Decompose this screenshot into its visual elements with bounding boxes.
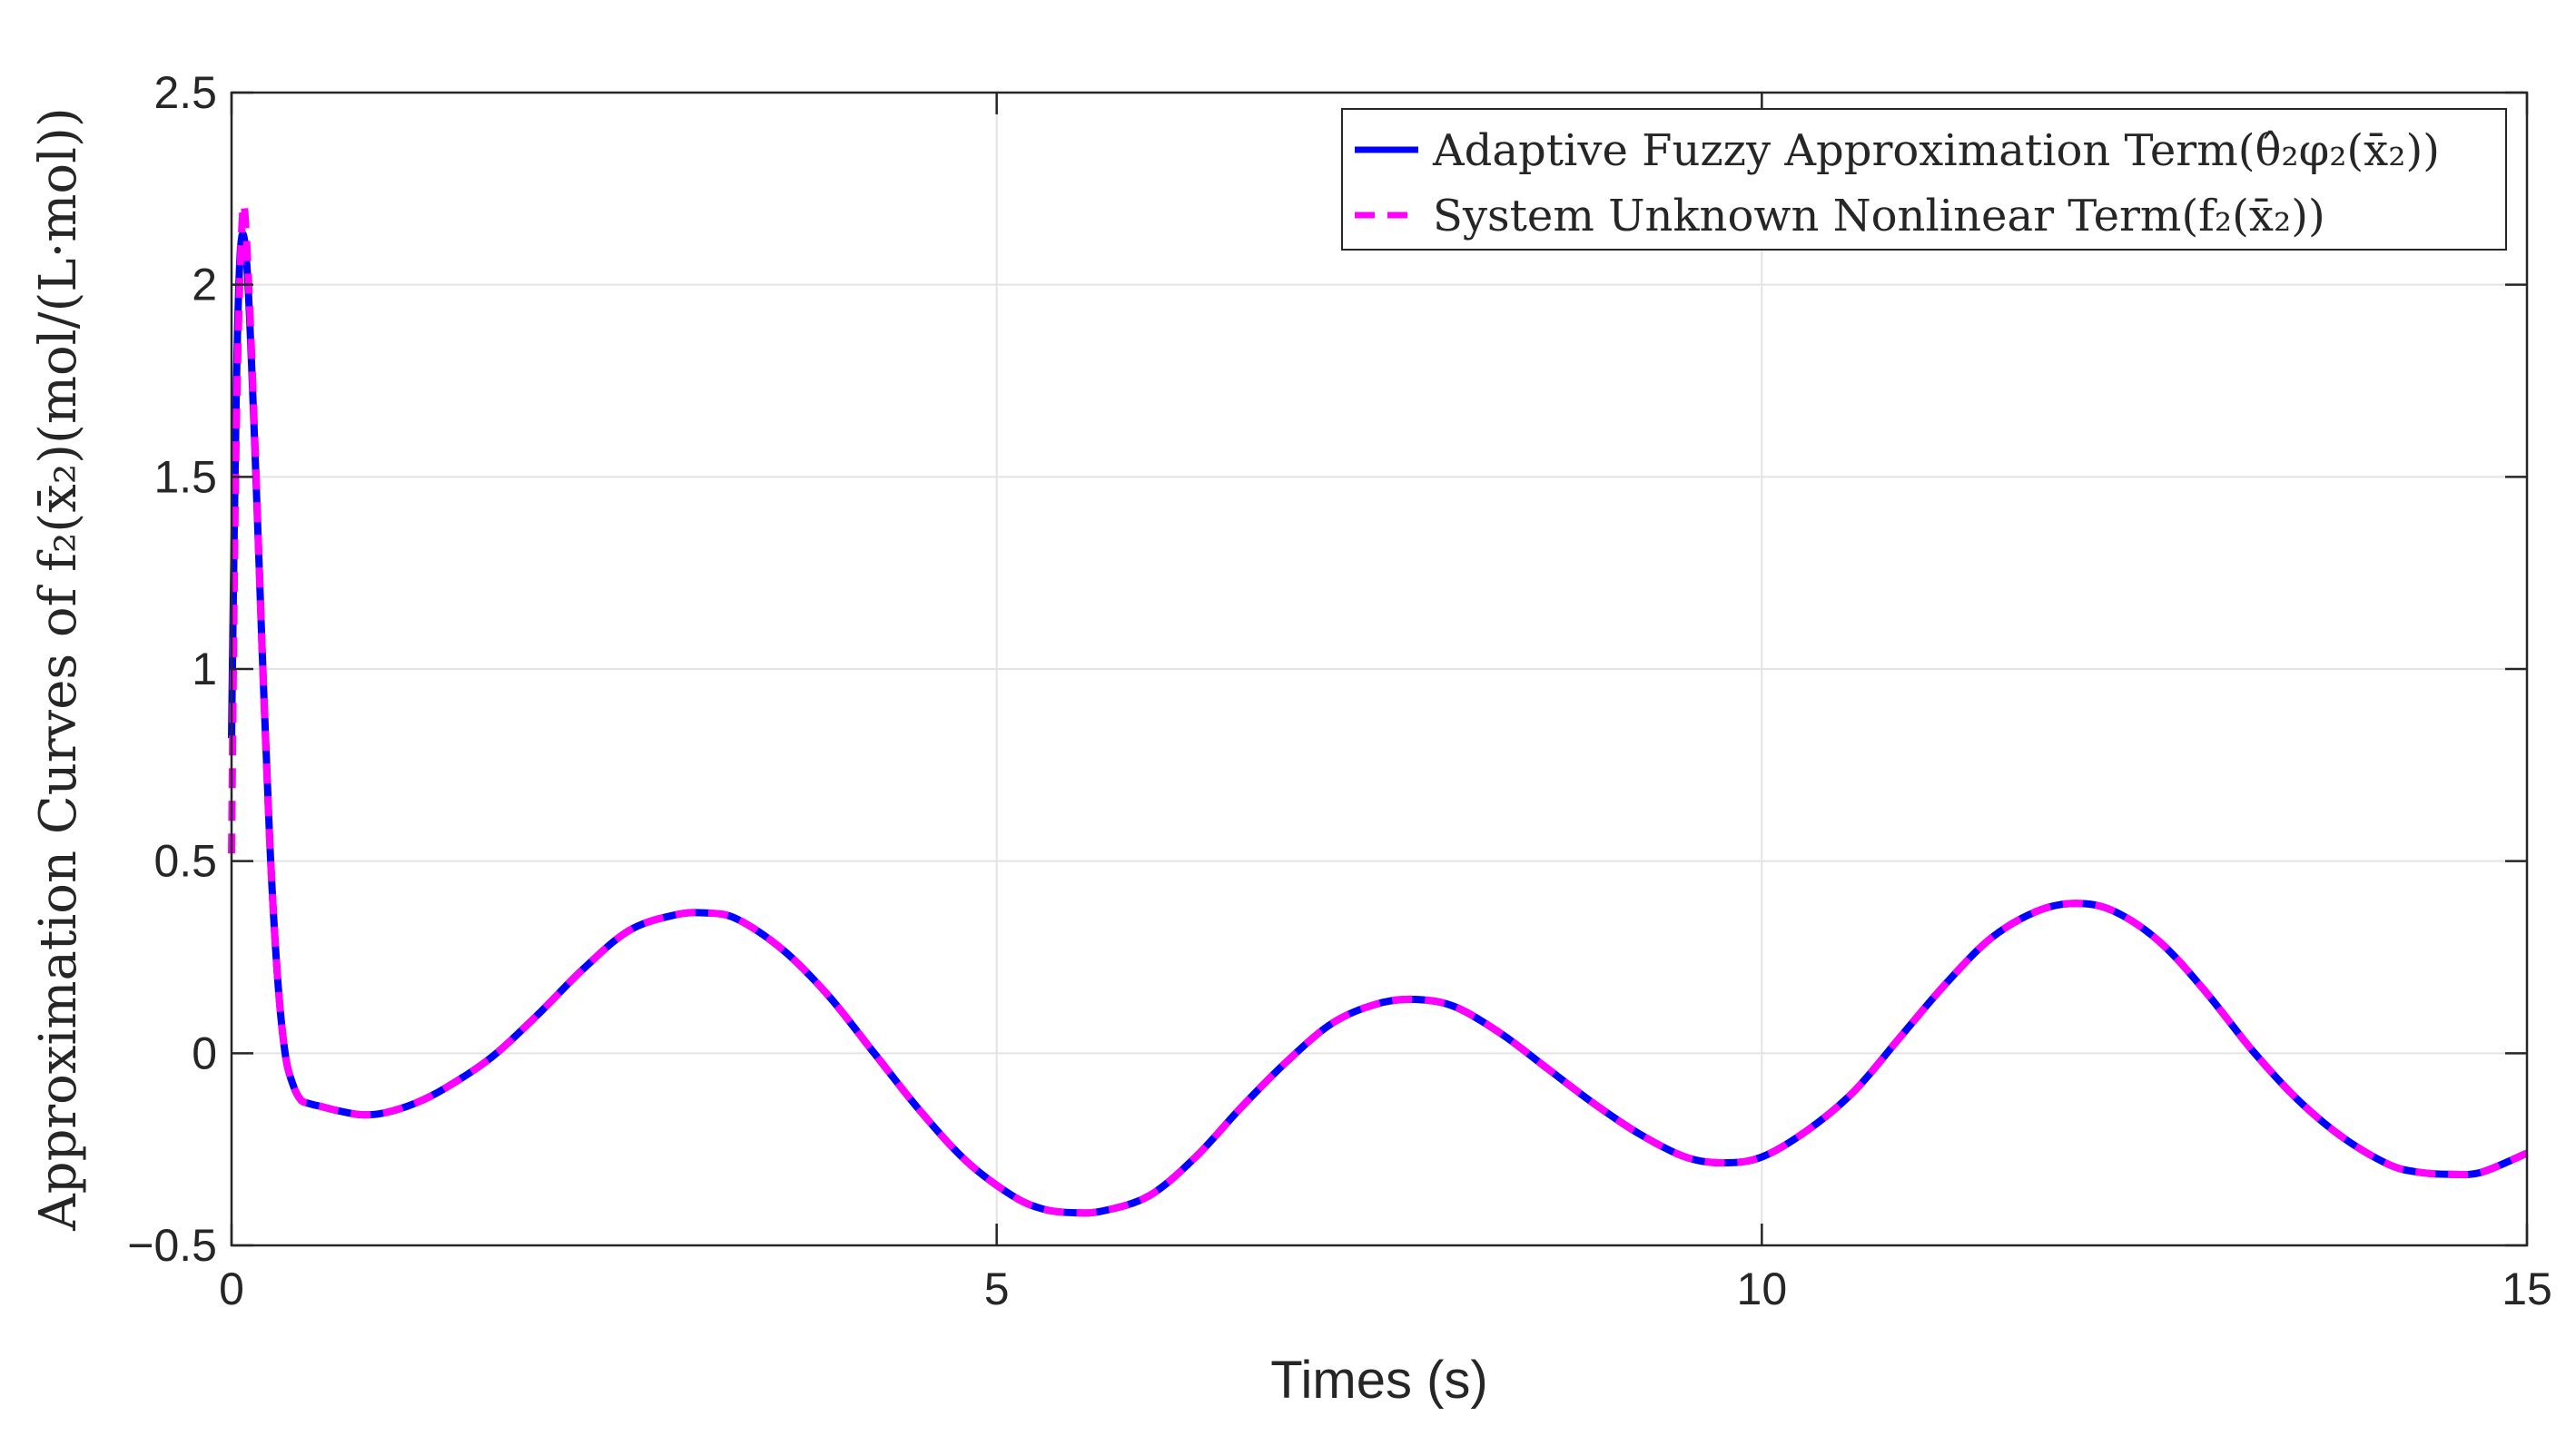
legend-box (1341, 108, 2507, 251)
y-tick-label: 0 (192, 1028, 217, 1078)
y-tick-label: 2.5 (153, 67, 217, 118)
y-tick-label: 1 (192, 644, 217, 694)
legend-label-system: System Unknown Nonlinear Term(f₂(x̄₂)) (1433, 191, 2325, 241)
adaptive-approximation-line (228, 230, 2529, 1217)
x-tick-label: 5 (984, 1264, 1010, 1314)
y-tick-label: −0.5 (127, 1220, 217, 1271)
grid-layer (231, 92, 2528, 1246)
y-axis-label: Approximation Curves of f₂(x̄₂)(mol/(L·m… (29, 107, 88, 1231)
y-tick-label: 0.5 (153, 836, 217, 887)
legend-label-adaptive: Adaptive Fuzzy Approximation Term(θ̂₂φ₂(… (1432, 125, 2440, 176)
x-tick-label: 10 (1737, 1264, 1788, 1314)
system-nonlinear-dashed-line (228, 201, 2529, 1217)
x-tick-label: 0 (219, 1264, 244, 1314)
tick-layer: 0 5 10 15−0.500.511.522.5 (127, 67, 2552, 1314)
x-tick-label: 15 (2502, 1264, 2552, 1314)
y-tick-label: 2 (192, 260, 217, 310)
y-tick-label: 1.5 (153, 451, 217, 502)
legend: Adaptive Fuzzy Approximation Term(θ̂₂φ₂(… (1341, 108, 2507, 251)
series-layer (228, 201, 2529, 1217)
x-axis-label: Times (s) (1270, 1351, 1487, 1410)
